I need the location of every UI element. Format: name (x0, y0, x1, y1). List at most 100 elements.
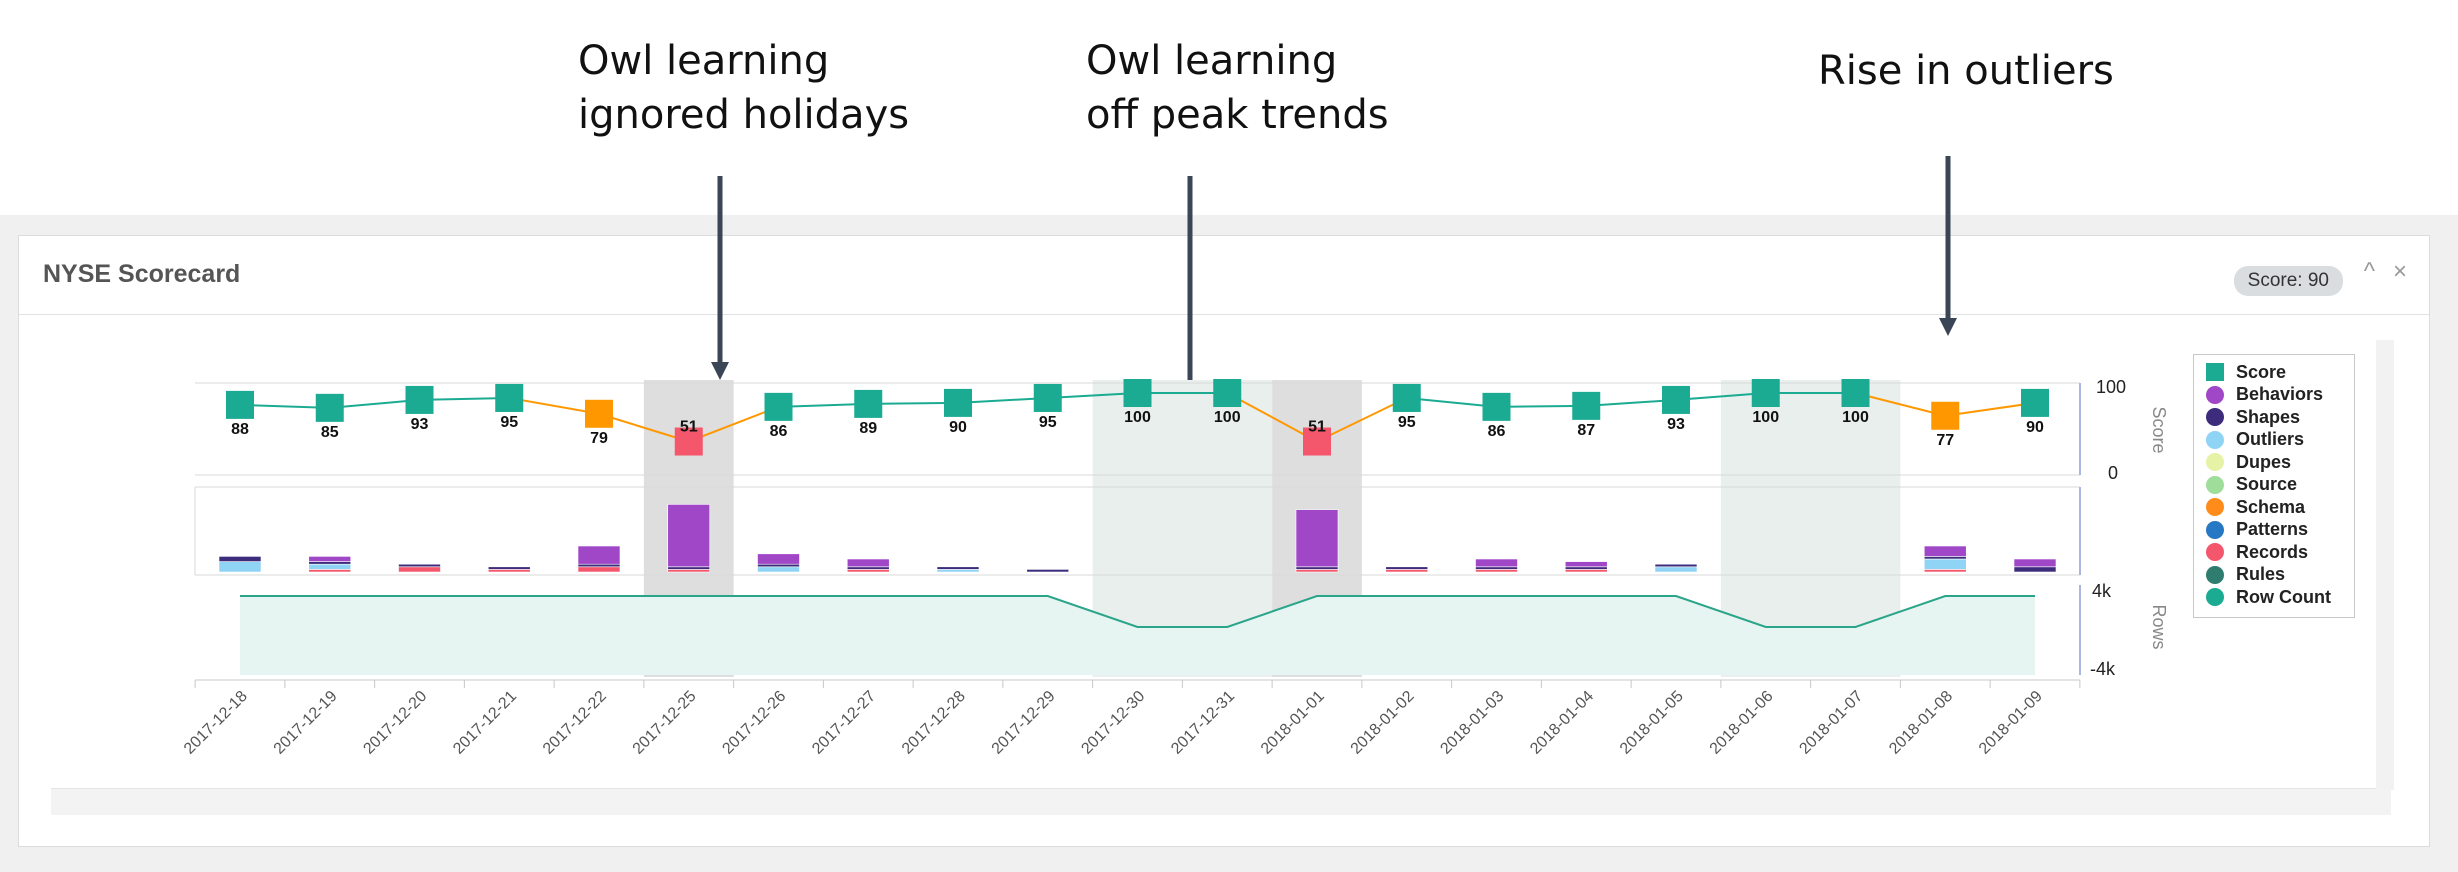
score-segment-3 (509, 396, 600, 415)
score-label-2017-12-21: 95 (500, 414, 518, 431)
x-tick-label-2018-01-06: 2018-01-06 (1707, 688, 1777, 758)
score-point-2017-12-26 (764, 392, 793, 421)
score-point-2017-12-20 (405, 385, 434, 414)
score-label-2017-12-28: 90 (949, 419, 967, 436)
bar-shapes-2017-12-26 (757, 563, 800, 568)
legend-swatch-icon (2206, 475, 2224, 494)
score-point-2018-01-05 (1662, 385, 1690, 414)
legend-swatch-icon (2206, 430, 2224, 449)
score-segment-16 (1675, 392, 1766, 401)
legend-label: Rules (2236, 564, 2286, 584)
score-segment-8 (957, 396, 1048, 404)
legend-item-shapes[interactable]: Shapes (2206, 406, 2300, 428)
collapse-icon[interactable]: ^ (2363, 258, 2375, 285)
x-tick-label-2018-01-05: 2018-01-05 (1617, 688, 1687, 758)
bar-shapes-2018-01-03 (1475, 566, 1518, 570)
legend-item-schema[interactable]: Schema (2206, 496, 2305, 518)
legend-item-rules[interactable]: Rules (2206, 564, 2285, 586)
legend-label: Source (2236, 474, 2298, 494)
bar-shapes-2017-12-28 (936, 566, 980, 570)
legend-item-patterns[interactable]: Patterns (2206, 519, 2308, 541)
legend-swatch-icon (2206, 363, 2224, 381)
legend-item-dupes[interactable]: Dupes (2206, 451, 2291, 473)
bar-shapes-2017-12-21 (487, 566, 531, 570)
score-segment-5 (688, 405, 779, 443)
score-label-2018-01-02: 95 (1398, 414, 1416, 431)
annotation-arrowhead-0 (711, 362, 729, 380)
x-tick-label-2018-01-07: 2018-01-07 (1796, 688, 1866, 758)
legend-item-outliers[interactable]: Outliers (2206, 429, 2304, 451)
bar-outliers-2017-12-19 (308, 563, 352, 570)
x-tick-label-2017-12-30: 2017-12-30 (1078, 688, 1148, 758)
score-label-2018-01-07: 100 (1842, 409, 1869, 426)
x-tick-label-2018-01-03: 2018-01-03 (1437, 688, 1507, 758)
annotation-holidays: Owl learning ignored holidays (578, 34, 909, 142)
annotation-holidays-line1: Owl learning (578, 38, 830, 84)
bar-records-2017-12-27 (846, 569, 890, 573)
x-tick-label-2017-12-22: 2017-12-22 (540, 688, 610, 758)
score-point-2017-12-21 (495, 383, 524, 412)
score-segment-11 (1226, 392, 1318, 443)
legend-item-score[interactable]: Score (2206, 361, 2286, 383)
score-segment-2 (419, 396, 510, 401)
breakdown-bars (218, 504, 2057, 573)
bar-records-2018-01-08 (1923, 569, 1967, 573)
bar-shapes-2018-01-01 (1295, 566, 1339, 570)
legend-item-row-count[interactable]: Row Count (2206, 586, 2331, 608)
legend-swatch-icon (2206, 543, 2224, 561)
close-icon[interactable]: × (2392, 258, 2407, 285)
bar-shapes-2018-01-08 (1923, 556, 1967, 560)
score-tick-max: 100 (2096, 377, 2126, 397)
bar-outliers-2018-01-05 (1654, 566, 1698, 573)
score-point-2018-01-06 (1751, 379, 1780, 407)
score-label-2018-01-05: 93 (1667, 416, 1685, 433)
bar-shapes-2017-12-25 (667, 566, 711, 570)
score-label-2017-12-30: 100 (1124, 409, 1151, 426)
legend-item-source[interactable]: Source (2206, 474, 2297, 496)
score-point-2017-12-27 (854, 389, 883, 418)
panel-header: NYSE Scorecard Score: 90 ^ × (19, 236, 2429, 315)
score-segment-0 (239, 403, 330, 409)
score-label-2017-12-18: 88 (231, 421, 249, 438)
bar-shapes-2018-01-09 (2013, 566, 2057, 573)
score-segment-12 (1316, 397, 1408, 443)
x-tick-label-2017-12-20: 2017-12-20 (360, 688, 430, 758)
x-tick-label-2018-01-08: 2018-01-08 (1886, 688, 1956, 758)
score-point-2018-01-07 (1841, 379, 1870, 407)
annotation-off-peak-line2: off peak trends (1086, 92, 1389, 138)
score-label-2017-12-26: 86 (770, 423, 788, 440)
score-point-2018-01-03 (1482, 392, 1511, 421)
annotation-off-peak: Owl learning off peak trends (1086, 34, 1389, 142)
rows-axis-label: Rows (2149, 604, 2169, 649)
x-tick-label-2018-01-09: 2018-01-09 (1976, 688, 2046, 758)
annotation-off-peak-line1: Owl learning (1086, 38, 1338, 84)
score-series: 88 85 93 95 79 51 86 89 90 95 100 100 51 95 86 87 93 100 1… (226, 379, 2049, 456)
bar-outliers-2017-12-28 (936, 569, 980, 573)
score-label-2017-12-19: 85 (321, 424, 339, 441)
score-segment-7 (868, 401, 959, 405)
x-tick-label-2018-01-04: 2018-01-04 (1527, 688, 1597, 758)
legend-item-behaviors[interactable]: Behaviors (2206, 384, 2323, 406)
bar-shapes-2018-01-02 (1385, 566, 1429, 570)
score-label-2017-12-22: 79 (590, 430, 608, 447)
panel-scrollbar[interactable] (51, 788, 2391, 815)
score-segment-14 (1496, 404, 1587, 408)
score-point-2017-12-25 (674, 427, 703, 456)
score-point-2017-12-30 (1123, 379, 1152, 407)
bar-behaviors-2017-12-22 (577, 545, 621, 565)
score-label-2017-12-25: 51 (680, 419, 698, 436)
score-point-2017-12-18 (226, 390, 254, 419)
bar-behaviors-2018-01-03 (1475, 558, 1518, 568)
x-tick-label-2017-12-27: 2017-12-27 (809, 688, 879, 758)
legend-item-records[interactable]: Records (2206, 541, 2308, 563)
x-tick-label-2017-12-28: 2017-12-28 (899, 688, 969, 758)
score-axis-label: Score (2149, 406, 2169, 453)
legend-swatch-icon (2206, 520, 2224, 539)
score-segment-6 (778, 402, 869, 408)
legend-label: Records (2236, 541, 2309, 562)
x-tick-label-2017-12-18: 2017-12-18 (181, 688, 251, 758)
bar-shapes-2017-12-18 (218, 556, 262, 562)
score-point-2017-12-19 (315, 393, 344, 422)
legend-swatch-icon (2206, 498, 2224, 516)
